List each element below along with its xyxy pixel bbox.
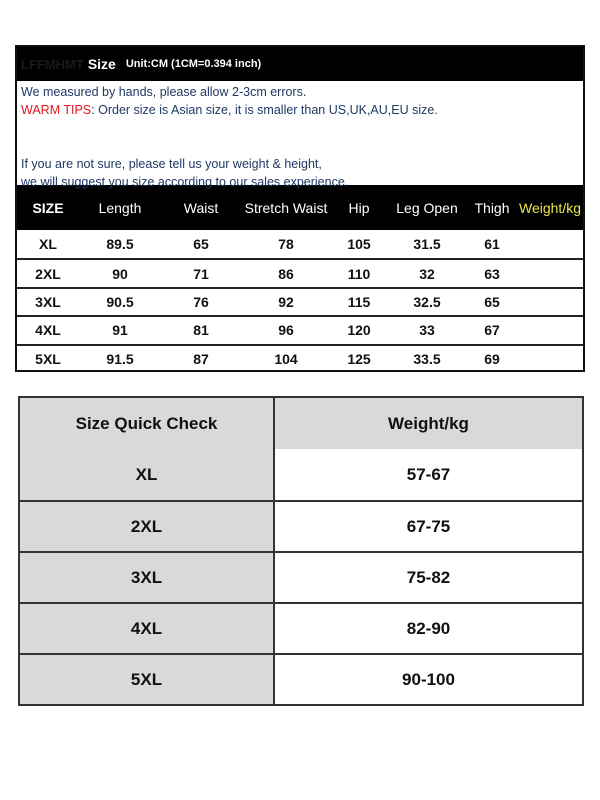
size-label: XL <box>20 449 275 500</box>
quick-check-table: Size Quick Check Weight/kg XL 57-67 2XL 67-… <box>18 396 584 706</box>
cell: 120 <box>347 322 371 339</box>
header-weight-kg: Weight/kg <box>275 398 582 449</box>
quick-check-header: Size Quick Check Weight/kg <box>20 398 582 449</box>
unit-label: Unit:CM (1CM=0.394 inch) <box>125 58 262 70</box>
header-waist: Waist <box>183 199 219 216</box>
size-label: 3XL <box>20 553 275 602</box>
cell: 32.5 <box>413 293 441 310</box>
header-size: SIZE <box>32 199 64 216</box>
warm-tips-text: : Order size is Asian size, it is smalle… <box>91 103 438 117</box>
size-label: 4XL <box>20 604 275 653</box>
cell: 4XL <box>35 322 61 339</box>
weight-range: 57-67 <box>275 449 582 500</box>
quick-check-row: 3XL 75-82 <box>20 551 582 602</box>
cell: 115 <box>347 293 371 310</box>
note-unsure: If you are not sure, please tell us your… <box>21 157 322 171</box>
size-row: 5XL 91.5 87 104 125 33.5 69 <box>17 343 583 372</box>
cell: 125 <box>347 350 371 367</box>
brand-watermark: LFFMHMT <box>21 56 84 72</box>
cell: 92 <box>278 293 294 310</box>
header-row: SIZE Length Waist Stretch Waist Hip Leg … <box>17 185 583 230</box>
header-hip: Hip <box>348 199 370 216</box>
cell: 63 <box>484 265 500 282</box>
size-row: 2XL 90 71 86 110 32 63 <box>17 258 583 286</box>
quick-check-row: XL 57-67 <box>20 449 582 500</box>
cell: 32 <box>419 265 435 282</box>
header-size-quick-check: Size Quick Check <box>20 398 275 449</box>
cell: 90.5 <box>106 293 134 310</box>
cell: 110 <box>347 265 371 282</box>
header-weight: Weight/kg <box>519 199 581 216</box>
weight-range: 75-82 <box>275 553 582 602</box>
chart-title: Size <box>87 56 116 72</box>
size-rows: XL 89.5 65 78 105 31.5 61 2XL 90 71 86 110 32 63 3XL 90… <box>17 230 583 372</box>
size-label: 5XL <box>20 655 275 704</box>
size-label: 2XL <box>20 502 275 551</box>
quick-check-row: 5XL 90-100 <box>20 653 582 704</box>
quick-check-rows: XL 57-67 2XL 67-75 3XL 75-82 4XL 82-90 5XL 90-100 <box>20 449 582 704</box>
note-measure: We measured by hands, please allow 2-3cm… <box>21 85 307 99</box>
cell: 89.5 <box>106 236 134 253</box>
header-stretch-waist: Stretch Waist <box>244 199 328 216</box>
quick-check-row: 4XL 82-90 <box>20 602 582 653</box>
warm-tips: WARM TIPS: Order size is Asian size, it … <box>21 101 579 119</box>
cell: 65 <box>193 236 209 253</box>
cell: 96 <box>278 322 294 339</box>
cell: 78 <box>278 236 294 253</box>
cell: 33 <box>419 322 435 339</box>
cell: 87 <box>193 350 209 367</box>
cell: 61 <box>484 236 500 253</box>
cell: 71 <box>193 265 209 282</box>
weight-range: 90-100 <box>275 655 582 704</box>
cell: 104 <box>274 350 298 367</box>
cell: 5XL <box>35 350 61 367</box>
note-suggest: we will suggest you size according to ou… <box>21 175 349 189</box>
header-length: Length <box>98 199 142 216</box>
notes: We measured by hands, please allow 2-3cm… <box>17 81 583 189</box>
cell: XL <box>39 236 57 253</box>
weight-range: 82-90 <box>275 604 582 653</box>
warm-tips-label: WARM TIPS <box>21 103 92 117</box>
size-row: XL 89.5 65 78 105 31.5 61 <box>17 230 583 258</box>
cell: 105 <box>347 236 371 253</box>
cell: 91 <box>112 322 128 339</box>
header-leg-open: Leg Open <box>396 199 458 216</box>
cell: 76 <box>193 293 209 310</box>
quick-check-row: 2XL 67-75 <box>20 500 582 551</box>
size-row: 3XL 90.5 76 92 115 32.5 65 <box>17 286 583 315</box>
cell: 69 <box>484 350 500 367</box>
size-row: 4XL 91 81 96 120 33 67 <box>17 315 583 343</box>
cell: 2XL <box>35 265 61 282</box>
cell: 33.5 <box>413 350 441 367</box>
title-bar: LFFMHMT Size Unit:CM (1CM=0.394 inch) <box>17 47 583 81</box>
cell: 86 <box>278 265 294 282</box>
cell: 90 <box>112 265 128 282</box>
cell: 3XL <box>35 293 61 310</box>
cell: 67 <box>484 322 500 339</box>
size-chart-table: LFFMHMT Size Unit:CM (1CM=0.394 inch) We… <box>15 45 585 372</box>
cell: 91.5 <box>106 350 134 367</box>
cell: 81 <box>193 322 209 339</box>
weight-range: 67-75 <box>275 502 582 551</box>
cell: 65 <box>484 293 500 310</box>
cell: 31.5 <box>413 236 441 253</box>
header-thigh: Thigh <box>474 199 510 216</box>
